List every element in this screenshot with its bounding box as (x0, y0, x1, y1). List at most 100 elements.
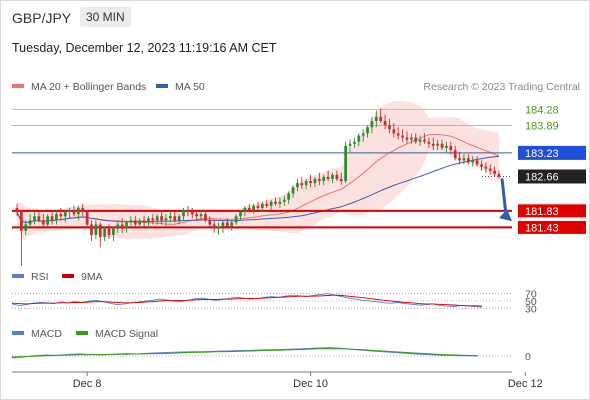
candle-body (37, 216, 41, 221)
candle-body (282, 199, 286, 202)
candle-body (287, 193, 291, 200)
support-badge-4 (518, 204, 586, 218)
rsi-legend-label-0: RSI (31, 271, 49, 283)
candle-body (252, 205, 255, 211)
candle-body (46, 216, 50, 225)
last-price-badge (518, 169, 586, 184)
candle-body (291, 187, 295, 194)
candle-body (20, 212, 23, 231)
level-label-5: 181.43 (525, 222, 559, 234)
level-label-1: 183.89 (525, 121, 559, 133)
candle-body (484, 166, 488, 169)
macd-legend-label-0: MACD (31, 328, 62, 340)
legend-label-1: MA 50 (175, 81, 205, 93)
candle-body (405, 137, 409, 140)
candle-body (410, 137, 413, 140)
candle-body (28, 220, 32, 225)
rsi-legend-swatch-0 (12, 274, 24, 278)
candle-body (274, 201, 277, 204)
candle-body (331, 174, 334, 179)
candle-body (466, 158, 470, 163)
candle-body (199, 214, 203, 217)
candle-body (76, 207, 80, 215)
candle-body (160, 216, 163, 221)
candle-body (169, 216, 172, 219)
candle-body (361, 133, 365, 136)
candle-body (436, 143, 440, 146)
candle-body (462, 158, 466, 161)
rsi-level-label-2: 30 (525, 303, 537, 315)
candle-body (63, 212, 67, 217)
x-tick-label-1: Dec 10 (293, 378, 328, 390)
candle-body (116, 224, 120, 229)
legend-swatch-1 (156, 84, 168, 88)
candle-body (90, 224, 93, 235)
candle-body (208, 220, 212, 225)
candle-body (431, 143, 435, 146)
rsi-level-label-0: 70 (525, 289, 537, 301)
macd-legend-swatch-0 (12, 331, 24, 335)
forecast-arrow-head (499, 209, 512, 222)
candle-body (445, 145, 448, 148)
candle-body (300, 183, 304, 186)
rsi-level-label-1: 50 (525, 296, 537, 308)
candle-body (98, 224, 102, 237)
legend-label-0: MA 20 + Bollinger Bands (31, 81, 146, 93)
candle-body (155, 216, 159, 221)
datetime-label: Tuesday, December 12, 2023 11:19:16 AM C… (12, 41, 277, 55)
candle-body (186, 210, 190, 213)
x-tick-label-2: Dec 12 (508, 378, 543, 390)
candle-body (458, 158, 461, 161)
candle-body (120, 224, 124, 229)
candle-body (125, 222, 128, 229)
candle-body (423, 139, 426, 142)
ma50-line (16, 155, 500, 223)
timeframe-badge[interactable]: 30 MIN (80, 7, 131, 27)
rsi-legend-swatch-1 (62, 274, 74, 278)
candle-body (147, 218, 150, 223)
credit-label: Research © 2023 Trading Central (423, 81, 580, 93)
candle-body (313, 178, 317, 184)
candle-body (374, 116, 378, 121)
candle-body (392, 129, 396, 134)
candle-body (379, 116, 383, 121)
candle-body (353, 141, 356, 144)
candle-body (55, 214, 58, 221)
candle-body (480, 164, 483, 167)
candle-body (173, 216, 177, 221)
candle-body (68, 210, 71, 213)
candle-body (269, 201, 273, 206)
candle-body (212, 224, 216, 229)
level-label-4: 181.83 (525, 206, 559, 218)
candle-body (497, 173, 501, 177)
candle-body (388, 125, 391, 130)
candle-body (427, 141, 431, 144)
candle-body (396, 133, 400, 136)
candle-body (278, 201, 282, 204)
candle-body (59, 214, 63, 217)
candle-body (309, 181, 312, 184)
candle-body (261, 203, 264, 208)
candle-body (41, 220, 45, 225)
candle-body (348, 143, 352, 146)
candle-body (256, 205, 260, 208)
candle-body (335, 174, 339, 179)
candle-body (475, 160, 479, 165)
candle-body (195, 214, 199, 217)
level-label-0: 184.28 (525, 104, 559, 116)
bollinger-band-fill (17, 100, 499, 240)
candle-body (142, 220, 146, 223)
candle-body (94, 224, 98, 235)
candle-body (239, 212, 242, 217)
candle-body (151, 218, 155, 221)
candle-body (33, 216, 36, 221)
candle-body (453, 149, 457, 159)
macd-legend-swatch-1 (76, 331, 88, 335)
candle-body (133, 220, 137, 225)
macd-legend-label-1: MACD Signal (95, 328, 158, 340)
candle-body (81, 207, 85, 213)
candle-body (85, 212, 89, 225)
macd-signal-line (11, 348, 479, 358)
candle-body (326, 176, 330, 179)
candle-body (112, 228, 115, 235)
